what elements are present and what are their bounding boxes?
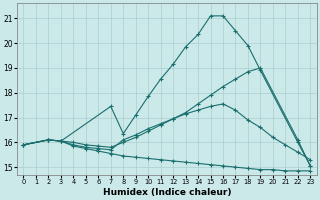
X-axis label: Humidex (Indice chaleur): Humidex (Indice chaleur) xyxy=(103,188,231,197)
